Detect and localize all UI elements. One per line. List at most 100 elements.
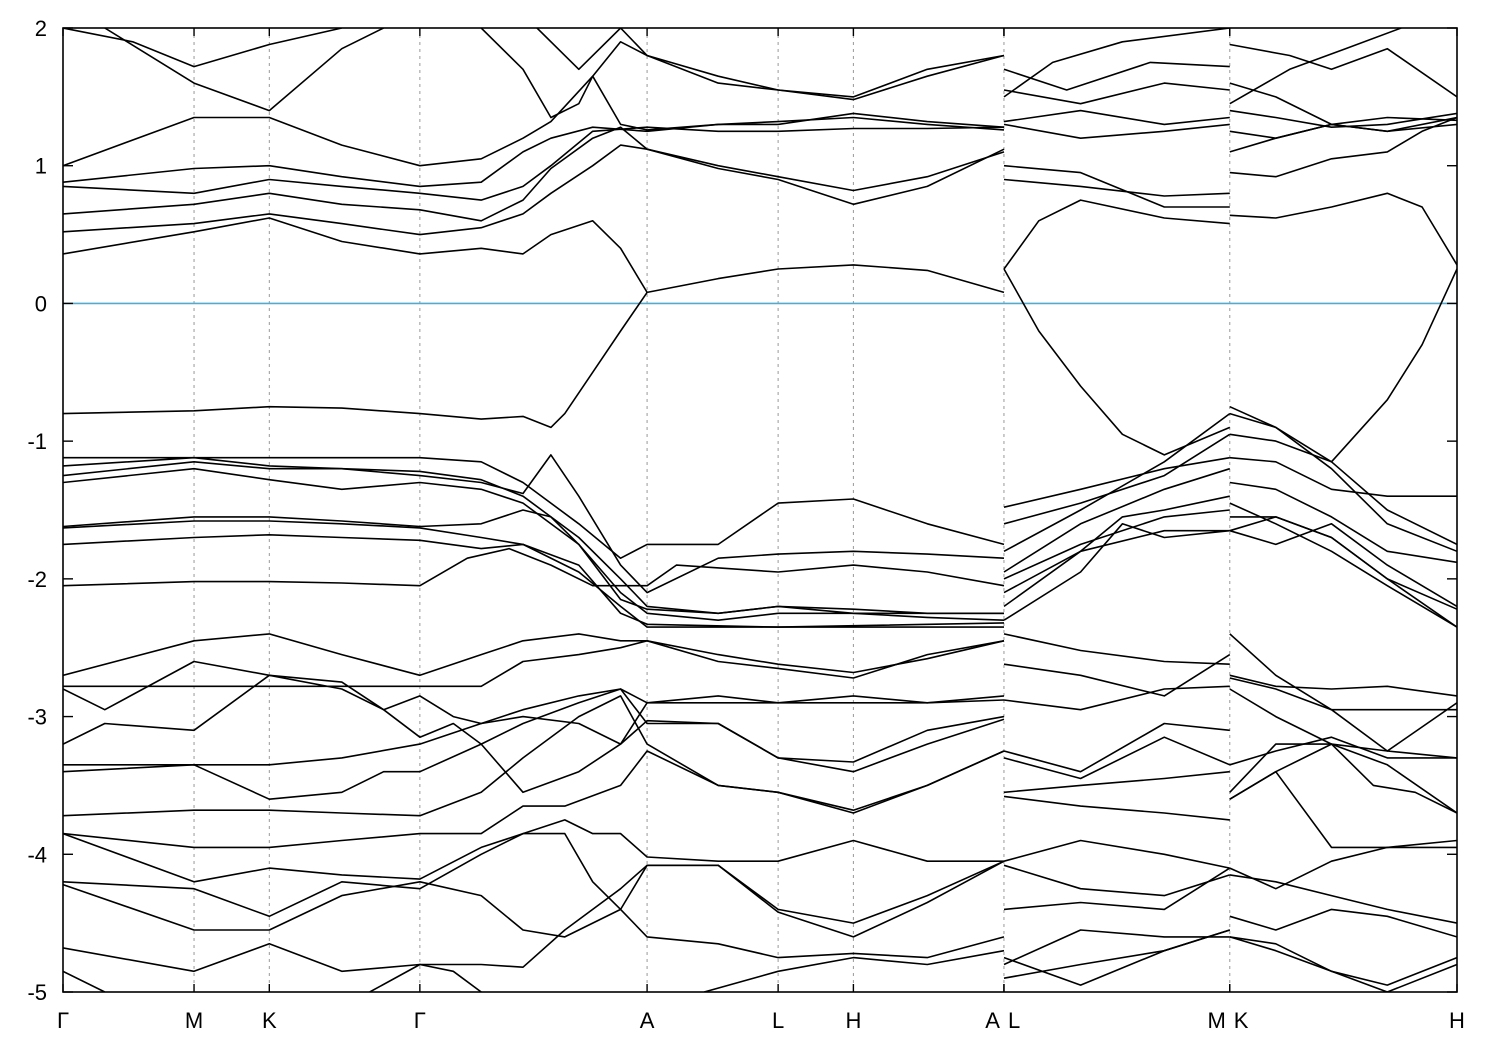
band-line [1003, 82, 1230, 105]
band-line [63, 126, 1005, 222]
band-line [1229, 412, 1457, 553]
band-line [1229, 516, 1457, 610]
band-line [63, 860, 1005, 973]
band-line [1229, 116, 1457, 178]
band-line [1003, 509, 1230, 580]
band-line [1229, 743, 1457, 814]
band-line [536, 28, 1005, 101]
band-line [1003, 929, 1230, 966]
band-line [1229, 28, 1402, 105]
band-line [1003, 633, 1230, 665]
x-tick-label: Γ [414, 1008, 426, 1033]
y-tick-label: 2 [35, 16, 47, 41]
band-line [1003, 839, 1230, 869]
band-line [1229, 522, 1457, 608]
band-line [1003, 178, 1230, 197]
x-tick-label: M [185, 1008, 203, 1033]
band-line [1003, 685, 1230, 711]
band-lines [63, 28, 1457, 992]
band-line [1229, 846, 1457, 890]
y-tick-label: -5 [27, 980, 47, 1005]
band-line [63, 633, 1005, 679]
band-line [480, 28, 1005, 119]
band-line [1003, 412, 1231, 553]
x-tick-label: L [772, 1008, 784, 1033]
x-tick-label: H [1449, 1008, 1465, 1033]
band-line [63, 28, 342, 68]
band-line [63, 116, 1005, 188]
band-line [63, 819, 1004, 918]
band-line [63, 639, 1005, 688]
x-tick-label: K [262, 1008, 277, 1033]
y-tick-label: -4 [27, 842, 47, 867]
band-line [104, 28, 384, 112]
band-line [63, 217, 648, 293]
band-line [63, 291, 648, 429]
band-line [63, 509, 1004, 615]
band-line [63, 454, 1005, 594]
band-line [63, 860, 1005, 938]
band-line [369, 963, 482, 992]
band-line [1229, 736, 1457, 766]
band-line [63, 75, 1005, 167]
band-line [1003, 164, 1230, 208]
band-line [63, 695, 1005, 817]
band-line [1229, 109, 1457, 128]
band-line [63, 970, 106, 992]
y-tick-label: -1 [27, 429, 47, 454]
band-line [1003, 109, 1230, 126]
band-line [1003, 467, 1231, 573]
band-line [1003, 123, 1230, 139]
band-line [1003, 722, 1230, 773]
band-line [1003, 433, 1231, 525]
band-line [1003, 736, 1231, 780]
plot-frame [62, 27, 1458, 993]
band-line [1229, 123, 1457, 153]
band-line [1229, 268, 1457, 463]
x-tick-label: A [985, 1008, 1000, 1033]
y-tick-label: -2 [27, 567, 47, 592]
band-line [63, 832, 1005, 959]
band-line [1229, 192, 1457, 266]
band-line [63, 144, 1005, 236]
x-tick-label: K [1234, 1008, 1249, 1033]
band-line [1003, 864, 1231, 897]
band-line [1003, 456, 1230, 508]
band-line [1229, 502, 1457, 628]
band-line [1229, 456, 1457, 498]
band-line [1229, 688, 1457, 759]
x-tick-label: H [845, 1008, 861, 1033]
band-line [63, 460, 1004, 615]
band-line [63, 674, 1005, 794]
band-line [1229, 770, 1457, 849]
band-line [1003, 522, 1230, 621]
band-line [1229, 43, 1457, 98]
x-tick-label: L [1008, 1008, 1020, 1033]
band-line [1229, 82, 1457, 133]
band-line [1003, 61, 1230, 91]
band-line [1003, 653, 1231, 697]
band-line [63, 467, 1005, 622]
band-line [1003, 529, 1230, 608]
band-line [1003, 199, 1230, 270]
band-line [63, 750, 1005, 849]
band-line [1229, 433, 1457, 546]
band-line [63, 533, 1005, 628]
band-line [1003, 929, 1231, 986]
band-line [1003, 795, 1230, 821]
band-line [63, 715, 1005, 773]
band-line [1003, 28, 1230, 98]
band-line [1229, 481, 1457, 564]
x-tick-label: Γ [57, 1008, 69, 1033]
band-line [63, 456, 1005, 560]
x-tick-label: A [640, 1008, 655, 1033]
band-line [1003, 268, 1231, 456]
y-tick-label: -3 [27, 705, 47, 730]
band-line [1003, 770, 1230, 794]
band-line [1003, 495, 1230, 594]
band-line [63, 660, 1005, 725]
band-line [1229, 874, 1457, 924]
band-line [1229, 516, 1457, 628]
